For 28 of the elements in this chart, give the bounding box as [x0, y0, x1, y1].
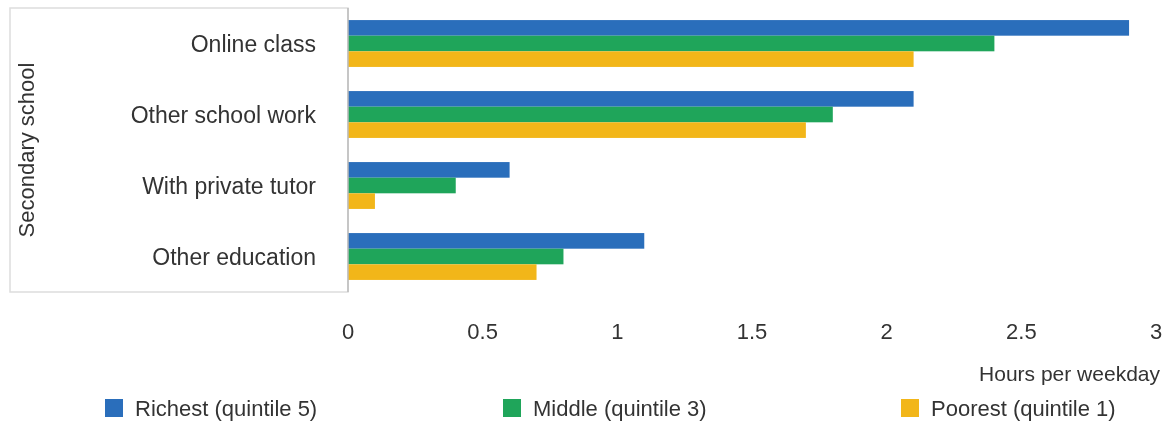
x-tick-label: 0 [341, 318, 355, 344]
bar [348, 106, 833, 123]
x-tick-label: 1.5 [736, 318, 768, 344]
x-axis-title: Hours per weekday [979, 361, 1161, 385]
bar [348, 20, 1130, 36]
y-tick-label: Other education [152, 243, 316, 270]
bar [348, 51, 914, 67]
bar [348, 162, 510, 178]
bar [348, 91, 914, 107]
x-tick-label: 0.5 [467, 318, 498, 344]
legend-label: Richest (quintile 5) [135, 395, 318, 421]
legend-label: Middle (quintile 3) [533, 395, 707, 421]
bar [348, 264, 537, 280]
bar [348, 35, 995, 52]
x-tick-label: 1 [611, 318, 624, 344]
x-tick-label: 2 [880, 318, 893, 344]
y-tick-label: Other school work [130, 101, 317, 128]
x-tick-label: 3 [1149, 318, 1163, 344]
legend-label: Poorest (quintile 1) [931, 395, 1116, 421]
bar [348, 248, 564, 265]
y-tick-label: With private tutor [142, 172, 317, 199]
x-tick-label: 2.5 [1006, 318, 1037, 344]
bar [348, 233, 645, 249]
y-axis-title: Secondary school [14, 62, 39, 238]
bar [348, 177, 456, 194]
bar [348, 193, 375, 209]
bar [348, 122, 806, 138]
y-tick-label: Online class [190, 30, 316, 57]
